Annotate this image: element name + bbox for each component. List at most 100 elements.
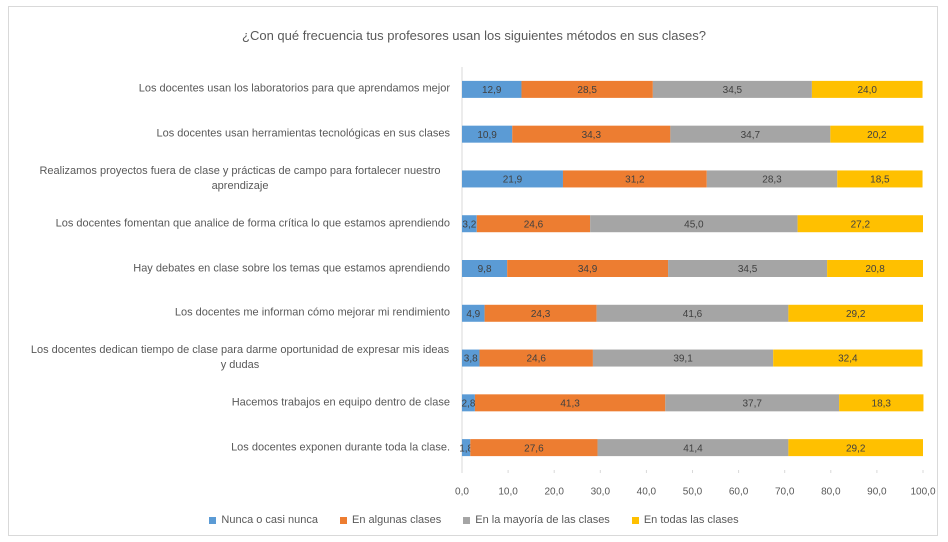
bar-segment	[562, 170, 707, 188]
category-text: Los docentes me informan cómo mejorar mi…	[174, 306, 450, 319]
bar-segment	[462, 260, 508, 277]
data-label: 34,5	[738, 264, 758, 275]
category-label: Los docentes fomentan que analice de for…	[30, 216, 450, 231]
data-label: 24,6	[524, 219, 544, 230]
category-text: Hay debates en clase sobre los temas que…	[133, 262, 450, 274]
data-label: 41,4	[683, 443, 703, 454]
bar-segment	[827, 260, 923, 277]
data-label: 29,2	[846, 309, 866, 320]
data-label: 41,3	[560, 398, 580, 409]
data-label: 31,2	[625, 175, 645, 186]
category-text: Los docentes dedican tiempo de clase par…	[30, 344, 450, 372]
x-tick-label: 100,0	[910, 487, 935, 498]
bar-segment	[830, 125, 924, 143]
category-label: Los docentes usan herramientas tecnológi…	[30, 127, 450, 142]
category-label: Realizamos proyectos fuera de clase y pr…	[30, 164, 450, 194]
legend-item: En todas las clases	[631, 514, 739, 526]
category-text: Hacemos trabajos en equipo dentro de cla…	[231, 396, 450, 409]
data-label: 1,8	[459, 443, 473, 454]
x-tick-label: 10,0	[498, 487, 518, 498]
category-label: Hacemos trabajos en equipo dentro de cla…	[30, 395, 450, 410]
x-tick-label: 60,0	[729, 487, 749, 498]
category-label: Los docentes exponen durante toda la cla…	[30, 440, 450, 455]
legend-label: En todas las clases	[643, 514, 739, 526]
bar-segment	[462, 394, 475, 412]
legend-swatch	[209, 516, 217, 524]
category-text: Los docentes exponen durante toda la cla…	[231, 441, 450, 454]
bar-segment	[597, 439, 789, 457]
bar-segment	[474, 394, 666, 412]
legend-swatch	[340, 516, 348, 524]
bar-segment	[670, 125, 831, 143]
data-label: 28,3	[762, 175, 782, 186]
data-label: 34,9	[578, 264, 598, 275]
x-tick-label: 80,0	[821, 487, 841, 498]
data-label: 3,2	[462, 219, 476, 230]
bar-segment	[462, 215, 477, 233]
bar-segment	[462, 439, 471, 457]
category-label: Hay debates en clase sobre los temas que…	[30, 261, 450, 276]
data-label: 18,3	[872, 398, 892, 409]
bar-segment	[462, 125, 513, 143]
legend-swatch	[631, 516, 639, 524]
data-label: 10,9	[477, 130, 497, 141]
x-tick-label: 30,0	[591, 487, 611, 498]
data-label: 3,8	[464, 354, 478, 365]
category-label: Los docentes dedican tiempo de clase par…	[30, 343, 450, 373]
bar-segment	[665, 394, 840, 412]
data-label: 45,0	[684, 219, 704, 230]
bar-segment	[839, 394, 924, 412]
category-label: Los docentes me informan cómo mejorar mi…	[30, 306, 450, 321]
bar-segment	[476, 215, 591, 233]
legend-label: Nunca o casi nunca	[221, 514, 319, 526]
bar-segment	[484, 304, 597, 322]
data-label: 39,1	[673, 354, 693, 365]
bar-segment	[470, 439, 598, 457]
data-label: 18,5	[870, 175, 890, 186]
legend-label: En la mayoría de las clases	[475, 514, 610, 526]
data-label: 28,5	[577, 85, 597, 96]
bar-segment	[462, 170, 563, 188]
data-label: 34,7	[741, 130, 761, 141]
bar-segment	[462, 80, 522, 98]
data-label: 27,2	[851, 219, 871, 230]
chart-title: ¿Con qué frecuencia tus profesores usan …	[242, 28, 706, 43]
x-tick-label: 70,0	[775, 487, 795, 498]
x-tick-label: 50,0	[683, 487, 703, 498]
bar-segment	[788, 304, 923, 322]
data-label: 24,3	[531, 309, 551, 320]
data-label: 27,6	[524, 443, 544, 454]
bar-segment	[592, 349, 774, 367]
bar-segment	[590, 215, 798, 233]
x-tick-label: 40,0	[637, 487, 657, 498]
data-label: 24,0	[857, 85, 877, 96]
bar-segment	[521, 80, 653, 98]
bar-segment	[462, 304, 485, 322]
legend-item: En la mayoría de las clases	[463, 514, 610, 526]
data-label: 29,2	[846, 443, 866, 454]
x-tick-label: 0,0	[455, 487, 469, 498]
category-text: Los docentes usan herramientas tecnológi…	[156, 127, 450, 140]
data-label: 37,7	[742, 398, 762, 409]
data-label: 34,3	[582, 130, 602, 141]
legend-label: En algunas clases	[352, 514, 442, 526]
chart-frame	[8, 6, 938, 536]
bar-segment	[706, 170, 838, 188]
data-label: 9,8	[478, 264, 492, 275]
bar-segment	[652, 80, 812, 98]
bar-segment	[773, 349, 923, 367]
bar-segment	[811, 80, 923, 98]
bar-segment	[479, 349, 593, 367]
category-text: Realizamos proyectos fuera de clase y pr…	[39, 164, 441, 192]
legend-item: Nunca o casi nunca	[209, 514, 318, 526]
legend-item: En algunas clases	[340, 514, 441, 526]
bar-segment	[462, 349, 480, 367]
data-label: 20,2	[867, 130, 887, 141]
data-label: 32,4	[838, 354, 858, 365]
category-label: Los docentes usan los laboratorios para …	[30, 82, 450, 97]
bar-segment	[668, 260, 828, 277]
legend-swatch	[463, 516, 471, 524]
data-label: 24,6	[526, 354, 546, 365]
